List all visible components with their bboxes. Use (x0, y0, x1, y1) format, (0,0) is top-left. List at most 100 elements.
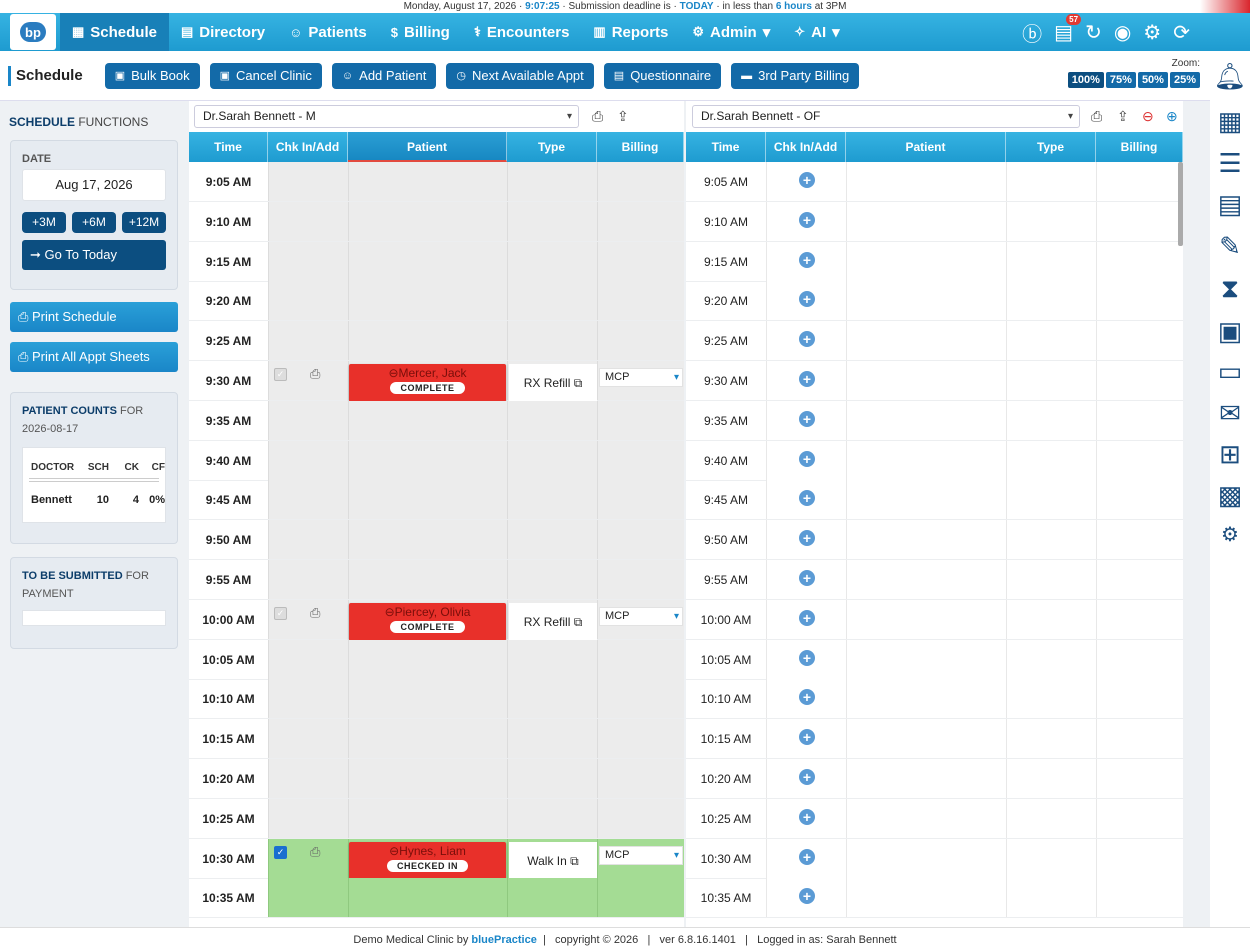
zoom-100-button[interactable]: 100% (1067, 72, 1104, 88)
add-appointment-icon[interactable]: + (799, 172, 815, 188)
add-column-icon[interactable]: ⊕ (1166, 108, 1178, 124)
edit-icon[interactable]: ⧉ (570, 853, 579, 868)
type-cell[interactable] (1006, 480, 1096, 520)
patient-cell[interactable] (846, 361, 1006, 400)
checkin-cell[interactable]: + (766, 560, 846, 599)
list-icon[interactable]: ☰ (1218, 148, 1242, 178)
nav-encounters[interactable]: ⚕ Encounters (462, 13, 582, 51)
type-cell[interactable] (507, 798, 597, 838)
edit-icon[interactable]: ⧉ (573, 614, 583, 629)
checkin-cell[interactable] (268, 162, 348, 201)
fax-icon[interactable]: ▣ (1217, 316, 1243, 346)
appt-type[interactable]: RX Refill ⧉ (509, 602, 597, 641)
type-cell[interactable] (1006, 162, 1096, 201)
date-input[interactable]: Aug 17, 2026 (22, 169, 166, 201)
calendar-clock-icon[interactable]: ▦ (1217, 106, 1243, 136)
billing-select[interactable]: MCP ▾ (599, 606, 683, 626)
eye-icon[interactable]: ◉ (1113, 21, 1132, 44)
billing-cell[interactable] (597, 878, 684, 918)
appt-type[interactable]: RX Refill ⧉ (509, 364, 597, 402)
checkin-cell[interactable]: + (766, 361, 846, 400)
patient-cell[interactable] (846, 639, 1006, 679)
billing-cell[interactable] (1096, 281, 1183, 321)
checkin-cell[interactable] (268, 759, 348, 798)
type-cell[interactable] (1006, 838, 1096, 878)
billing-cell[interactable] (597, 201, 684, 241)
hourglass-icon[interactable]: ⧗ (1220, 273, 1240, 303)
third-party-billing-button[interactable]: ▬ 3rd Party Billing (731, 62, 860, 89)
checkin-cell[interactable]: + (766, 719, 846, 759)
add-appointment-icon[interactable]: + (799, 530, 815, 547)
ai-badge-icon[interactable]: ⚙ (1221, 524, 1239, 546)
billing-cell[interactable] (1096, 201, 1183, 241)
patient-cell[interactable] (846, 281, 1006, 321)
patient-cell[interactable] (846, 440, 1006, 480)
billing-select[interactable]: MCP ▾ (599, 845, 683, 865)
patient-cell[interactable] (348, 520, 507, 560)
type-cell[interactable] (507, 321, 597, 361)
submit-field[interactable] (22, 610, 166, 626)
print-icon[interactable]: ⎙ (310, 843, 321, 859)
checkin-checkbox[interactable]: ✓ (274, 368, 287, 381)
patient-cell[interactable] (348, 639, 507, 679)
checkin-checkbox[interactable]: ✓ (274, 606, 287, 620)
checkin-cell[interactable]: + (766, 599, 846, 639)
chat-icon[interactable]: ▭ (1217, 356, 1243, 386)
type-cell[interactable] (1006, 878, 1096, 918)
type-cell[interactable] (507, 201, 597, 241)
type-cell[interactable] (1006, 281, 1096, 321)
add-appointment-icon[interactable]: + (799, 490, 815, 507)
patient-cell[interactable] (348, 878, 507, 918)
checkin-cell[interactable] (268, 878, 348, 918)
billing-cell[interactable] (1096, 798, 1183, 838)
plus-12m-button[interactable]: +12M (122, 212, 166, 233)
export-icon[interactable]: ⇪ (617, 108, 629, 124)
patient-cell[interactable] (846, 162, 1006, 201)
billing-cell[interactable] (1096, 759, 1183, 798)
grid-icon[interactable]: ⊞ (1219, 439, 1241, 469)
billing-cell[interactable] (1096, 241, 1183, 281)
mail-icon[interactable]: ✉ (1219, 398, 1241, 428)
add-appointment-icon[interactable]: + (799, 729, 815, 746)
next-available-button[interactable]: ◷ Next Available Appt (446, 62, 594, 89)
checkin-checkbox[interactable]: ✓ (274, 845, 287, 859)
checkin-cell[interactable] (268, 639, 348, 679)
billing-cell[interactable] (1096, 599, 1183, 639)
type-cell[interactable] (507, 719, 597, 759)
checkin-cell[interactable] (268, 400, 348, 440)
checkin-cell[interactable]: + (766, 838, 846, 878)
type-cell[interactable] (1006, 400, 1096, 440)
patient-cell[interactable] (846, 321, 1006, 361)
billing-cell[interactable] (597, 321, 684, 361)
add-appointment-icon[interactable]: + (799, 211, 815, 228)
patient-cell[interactable] (846, 878, 1006, 918)
type-cell[interactable] (507, 679, 597, 719)
scrollbar-thumb[interactable] (1178, 162, 1183, 246)
type-cell[interactable] (507, 241, 597, 281)
app-logo[interactable]: bp (10, 14, 56, 50)
type-cell[interactable] (1006, 440, 1096, 480)
type-cell[interactable] (1006, 719, 1096, 759)
patient-cell[interactable] (348, 798, 507, 838)
signature-icon[interactable]: ✎ (1219, 231, 1241, 261)
type-cell[interactable] (507, 759, 597, 798)
appointment-block[interactable]: ⊖Hynes, Liam CHECKED IN (349, 841, 506, 880)
go-to-today-button[interactable]: ➞ Go To Today (22, 240, 166, 270)
provider-select-m[interactable]: Dr.Sarah Bennett - M ▾ (194, 105, 579, 128)
type-cell[interactable] (1006, 201, 1096, 241)
type-cell[interactable] (507, 480, 597, 520)
add-appointment-icon[interactable]: + (799, 570, 815, 586)
add-appointment-icon[interactable]: + (799, 649, 815, 666)
settings-icon[interactable]: ⚙ (1143, 21, 1162, 44)
print-icon[interactable]: ⎙ (592, 108, 604, 124)
refresh-icon[interactable]: ↻ (1085, 21, 1102, 44)
zoom-50-button[interactable]: 50% (1137, 72, 1168, 88)
patient-cell[interactable] (348, 241, 507, 281)
patient-cell[interactable] (348, 440, 507, 480)
add-patient-button[interactable]: ☺ Add Patient (331, 62, 437, 89)
billing-cell[interactable] (597, 639, 684, 679)
checkin-cell[interactable]: + (766, 201, 846, 241)
patient-cell[interactable] (846, 679, 1006, 719)
patient-cell[interactable] (846, 719, 1006, 759)
add-appointment-icon[interactable]: + (799, 410, 815, 427)
